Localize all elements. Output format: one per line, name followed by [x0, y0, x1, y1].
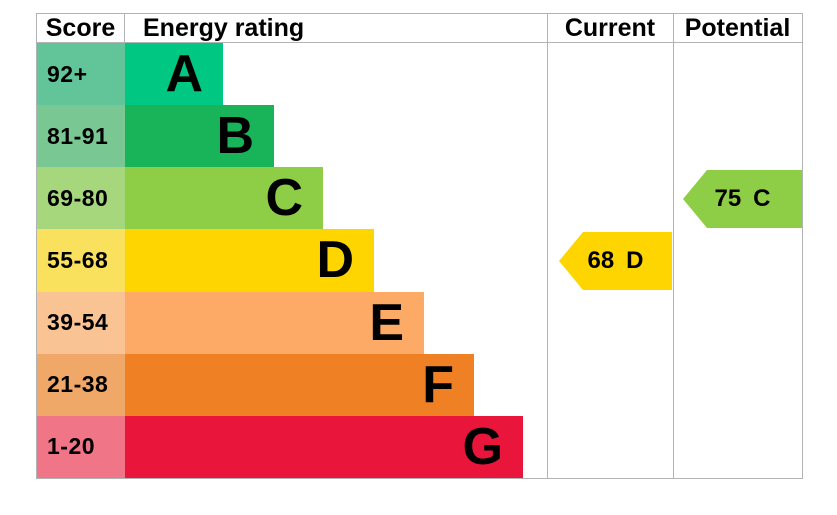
potential-rating-arrow: 75 C: [683, 170, 802, 228]
rating-bar-a: A: [125, 43, 223, 106]
score-range-label: 21-38: [37, 353, 125, 416]
rating-letter: C: [265, 169, 303, 228]
band-rows: 92+ A 81-91 B 69-80 C 55-68 D: [37, 43, 802, 478]
potential-column-divider: [673, 14, 674, 478]
rating-letter: B: [216, 107, 254, 166]
score-range-label: 55-68: [37, 229, 125, 292]
rating-bar-e: E: [125, 291, 424, 354]
potential-band: C: [753, 185, 771, 212]
band-row-e: 39-54 E: [37, 291, 802, 354]
rating-bar-d: D: [125, 229, 374, 292]
score-header: Score: [45, 14, 116, 42]
rating-letter: A: [165, 45, 203, 104]
potential-header: Potential: [684, 14, 791, 42]
band-row-f: 21-38 F: [37, 353, 802, 416]
rating-bar-g: G: [125, 415, 523, 478]
rating-bar-c: C: [125, 167, 323, 230]
rating-letter: D: [316, 231, 354, 290]
rating-letter: G: [462, 417, 503, 476]
energy-rating-header: Energy rating: [143, 14, 305, 42]
band-row-b: 81-91 B: [37, 105, 802, 168]
epc-chart: Score Energy rating Current Potential 92…: [36, 13, 803, 479]
current-band: D: [626, 247, 644, 274]
current-rating-arrow: 68 D: [559, 232, 672, 290]
score-range-label: 69-80: [37, 167, 125, 230]
rating-bar-b: B: [125, 105, 274, 168]
current-score: 68: [587, 247, 615, 274]
rating-letter: E: [369, 293, 404, 352]
score-range-label: 81-91: [37, 105, 125, 168]
band-row-d: 55-68 D: [37, 229, 802, 292]
score-range-label: 92+: [37, 43, 125, 106]
band-row-c: 69-80 C: [37, 167, 802, 230]
rating-letter: F: [422, 355, 454, 414]
score-column-divider: [124, 14, 125, 42]
rating-bar-f: F: [125, 353, 474, 416]
score-range-label: 39-54: [37, 291, 125, 354]
band-row-g: 1-20 G: [37, 415, 802, 478]
potential-score: 75: [714, 185, 742, 212]
band-row-a: 92+ A: [37, 43, 802, 106]
score-range-label: 1-20: [37, 415, 125, 478]
header-divider: [37, 42, 802, 43]
current-column-divider: [547, 14, 548, 478]
current-header: Current: [564, 14, 656, 42]
